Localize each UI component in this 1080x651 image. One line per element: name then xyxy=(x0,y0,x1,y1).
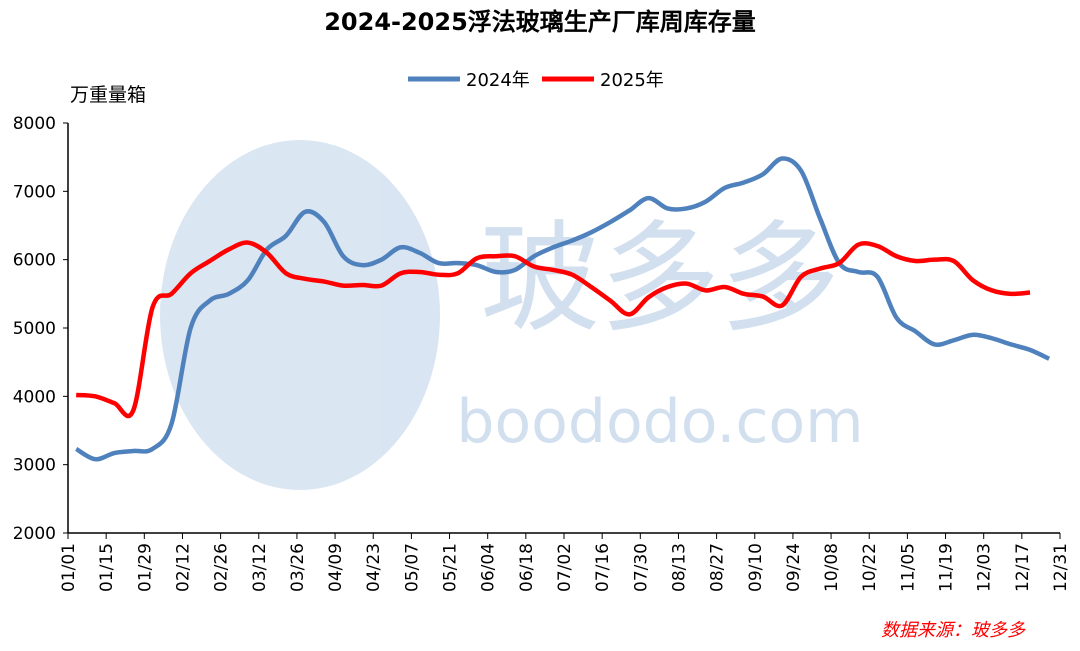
x-tick-label: 12/31 xyxy=(1051,543,1071,592)
watermark: 玻多多 boododo.com xyxy=(160,140,864,490)
source: 数据来源：玻多多 xyxy=(881,620,1026,641)
x-tick-label: 01/29 xyxy=(135,543,155,592)
x-tick-label: 12/03 xyxy=(975,543,995,592)
x-tick-label: 10/22 xyxy=(860,543,880,592)
series-line xyxy=(75,156,1051,462)
x-tick-label: 07/16 xyxy=(593,543,613,592)
y-tick-label: 7000 xyxy=(13,182,56,202)
y-axis-label: 万重量箱 xyxy=(70,84,146,106)
x-tick-label: 04/23 xyxy=(364,543,384,592)
y-tick-label: 8000 xyxy=(13,114,56,134)
x-tick-label: 08/27 xyxy=(708,543,728,592)
x-tick-label: 09/10 xyxy=(746,543,766,592)
x-tick-label: 10/08 xyxy=(822,543,842,592)
watermark-logo xyxy=(160,140,440,490)
x-tick-label: 11/05 xyxy=(898,543,918,592)
x-tick-label: 05/21 xyxy=(441,543,461,592)
y-tick-label: 2000 xyxy=(13,524,56,544)
y-tick-label: 6000 xyxy=(13,251,56,271)
x-tick-label: 12/17 xyxy=(1013,543,1033,592)
x-tick-label: 06/04 xyxy=(479,543,499,592)
x-tick-label: 02/12 xyxy=(173,543,193,592)
y-tick-label: 5000 xyxy=(13,319,56,339)
y-tick-label: 4000 xyxy=(13,387,56,407)
x-tick-label: 09/24 xyxy=(784,543,804,592)
x-tick-label: 08/13 xyxy=(669,543,689,592)
watermark-url: boododo.com xyxy=(456,387,863,457)
x-tick-label: 01/15 xyxy=(97,543,117,592)
x-tick-label: 02/26 xyxy=(212,543,232,592)
x-tick-label: 05/07 xyxy=(402,543,422,592)
x-tick-label: 06/18 xyxy=(517,543,537,592)
x-tick-label: 04/09 xyxy=(326,543,346,592)
legend-label: 2025年 xyxy=(600,70,664,91)
x-tick-label: 03/26 xyxy=(288,543,308,592)
x-tick-label: 11/19 xyxy=(937,543,957,592)
legend-label: 2024年 xyxy=(466,70,530,91)
chart-title: 2024-2025浮法玻璃生产厂库周库存量 xyxy=(324,8,756,36)
x-tick-label: 03/12 xyxy=(250,543,270,592)
x-tick-label: 01/01 xyxy=(59,543,79,592)
x-tick-label: 07/30 xyxy=(631,543,651,592)
y-tick-label: 3000 xyxy=(13,456,56,476)
series-line xyxy=(76,240,1031,419)
x-tick-label: 07/02 xyxy=(555,543,575,592)
watermark-text: 玻多多 xyxy=(480,210,840,349)
